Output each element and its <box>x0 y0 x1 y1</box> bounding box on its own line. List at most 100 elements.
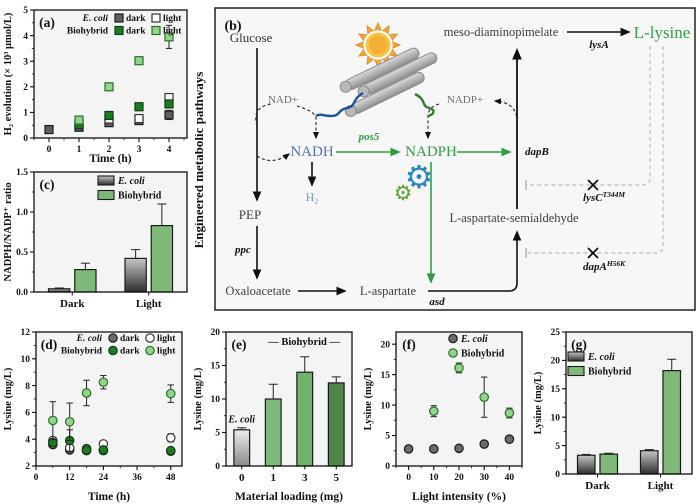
panel-c-nadph-ratio-chart: 0.0 0.5 1.0 1.5 Dark Light (c) NADPH/NADP⁺ rati… <box>3 168 188 310</box>
svg-text:Material loading (mg): Material loading (mg) <box>235 491 343 503</box>
svg-text:Lysine (mg/L): Lysine (mg/L) <box>193 367 204 430</box>
node-nadph: NADPH <box>405 144 457 160</box>
svg-text:20: 20 <box>454 473 464 483</box>
feedback-inhibition-lines <box>527 46 664 254</box>
svg-text:dark: dark <box>126 27 146 37</box>
node-h2: H₂ <box>306 190 319 204</box>
svg-text:light: light <box>157 334 176 344</box>
svg-text:dark: dark <box>120 347 140 357</box>
node-nadp-plus: NADP+ <box>447 94 483 106</box>
svg-text:0: 0 <box>47 145 52 155</box>
panel-b-label: (b) <box>224 19 241 34</box>
svg-text:(c): (c) <box>40 177 55 192</box>
panel-e-material-loading-chart: 0 5 10 15 20 0 1 3 5 (e) — Biohybrid — E. coli Mater… <box>193 328 353 503</box>
svg-text:1: 1 <box>23 109 28 119</box>
svg-text:25: 25 <box>551 328 561 338</box>
cofactor-dashed-arrows <box>255 98 518 162</box>
svg-text:1.0: 1.0 <box>16 208 28 218</box>
gene-lysC-mutant: lysCT344M <box>583 190 625 204</box>
svg-text:Biohybrid: Biohybrid <box>67 27 109 37</box>
svg-text:Lysine (mg/L): Lysine (mg/L) <box>3 367 14 430</box>
blue-wavy-link <box>315 91 364 118</box>
svg-text:4: 4 <box>167 145 172 155</box>
node-l-aspartate: L-aspartate <box>360 284 417 298</box>
gene-ppc: ppc <box>234 244 251 256</box>
node-l-aspartate-semialdehyde: L-aspartate-semialdehyde <box>449 211 579 225</box>
gene-dapA-mutant: dapAH56K <box>583 259 626 273</box>
node-nadh: NADH <box>290 144 333 160</box>
node-glucose: Glucose <box>230 30 273 45</box>
svg-text:Time (h): Time (h) <box>89 153 131 165</box>
svg-text:5: 5 <box>385 432 390 442</box>
gene-dapA-superscript: H56K <box>606 259 626 268</box>
panel-g-dark-light-chart: 0 5 10 15 20 25 Dark Light (g) Lysine (mg/L) E. co… <box>533 328 693 492</box>
svg-text:Light: Light <box>648 480 674 492</box>
svg-text:(e): (e) <box>232 337 247 352</box>
svg-text:3: 3 <box>137 145 142 155</box>
gear-large-icon: ⚙ <box>405 159 434 195</box>
svg-text:Light: Light <box>136 298 162 310</box>
svg-text:E. coli: E. coli <box>117 176 145 187</box>
svg-text:3: 3 <box>23 57 28 67</box>
svg-text:10: 10 <box>381 401 391 411</box>
panel-b-frame <box>214 7 696 311</box>
svg-text:E. coli: E. coli <box>227 414 255 425</box>
svg-text:Biohybrid: Biohybrid <box>118 191 162 202</box>
svg-text:20: 20 <box>211 328 221 338</box>
svg-text:36: 36 <box>132 473 142 483</box>
node-pep: PEP <box>239 207 261 222</box>
svg-text:Biohybrid: Biohybrid <box>461 349 505 360</box>
svg-text:3: 3 <box>302 472 308 484</box>
svg-text:1.5: 1.5 <box>16 168 28 178</box>
svg-text:5: 5 <box>215 429 220 439</box>
node-meso-diaminopimelate: meso-diaminopimelate <box>444 25 559 39</box>
svg-text:40: 40 <box>505 473 515 483</box>
svg-text:(a): (a) <box>39 15 55 30</box>
svg-text:0.5: 0.5 <box>16 248 28 258</box>
green-wavy-link <box>414 92 435 118</box>
gene-dapB: dapB <box>525 146 549 158</box>
node-oxaloacetate: Oxaloacetate <box>225 284 291 298</box>
svg-text:2: 2 <box>107 145 112 155</box>
svg-text:1: 1 <box>271 472 277 484</box>
svg-text:4: 4 <box>25 435 30 445</box>
svg-text:0: 0 <box>385 462 390 472</box>
svg-text:20: 20 <box>551 357 561 367</box>
svg-text:1: 1 <box>77 145 82 155</box>
gear-small-icon: ⚙ <box>394 181 413 205</box>
svg-text:10: 10 <box>21 355 31 365</box>
svg-text:0: 0 <box>555 470 560 480</box>
svg-text:0: 0 <box>239 472 245 484</box>
svg-text:5: 5 <box>23 6 28 16</box>
panel-b-pathway-diagram: Engineered metabolic pathways (b) <box>195 7 696 311</box>
svg-text:0: 0 <box>23 134 28 144</box>
svg-text:NADPH/NADP⁺ ratio: NADPH/NADP⁺ ratio <box>3 182 14 281</box>
svg-text:H₂ evolution (× 10³ μmol/L): H₂ evolution (× 10³ μmol/L) <box>3 12 14 135</box>
svg-text:8: 8 <box>25 382 30 392</box>
nadph-green-arrows <box>336 147 512 284</box>
svg-text:4: 4 <box>23 32 28 42</box>
svg-text:5: 5 <box>555 442 560 452</box>
svg-text:48: 48 <box>166 473 176 483</box>
svg-text:2: 2 <box>25 462 30 472</box>
svg-text:E. coli: E. coli <box>460 334 488 345</box>
svg-text:light: light <box>163 27 182 37</box>
gene-pos5: pos5 <box>358 131 380 143</box>
gene-dapA-base: dapA <box>583 261 607 273</box>
mutation-x-marks <box>587 179 599 259</box>
svg-text:Biohybrid: Biohybrid <box>588 367 632 378</box>
svg-text:Light intensity (%): Light intensity (%) <box>412 491 506 503</box>
svg-text:E. coli: E. coli <box>76 334 103 344</box>
gene-lysA: lysA <box>589 39 609 51</box>
svg-text:15: 15 <box>211 362 221 372</box>
svg-text:dark: dark <box>126 14 146 24</box>
svg-text:E. coli: E. coli <box>587 352 615 363</box>
panel-a-h2-evolution-chart: 0 1 2 3 4 5 0 1 2 3 4 (a) Time (h) H₂ evolution (× 10… <box>3 6 188 165</box>
svg-text:5: 5 <box>334 472 340 484</box>
svg-text:dark: dark <box>120 334 140 344</box>
svg-text:10: 10 <box>429 473 439 483</box>
nanorod-bundle-icon <box>339 47 438 117</box>
svg-text:Lysine (mg/L): Lysine (mg/L) <box>363 367 374 430</box>
